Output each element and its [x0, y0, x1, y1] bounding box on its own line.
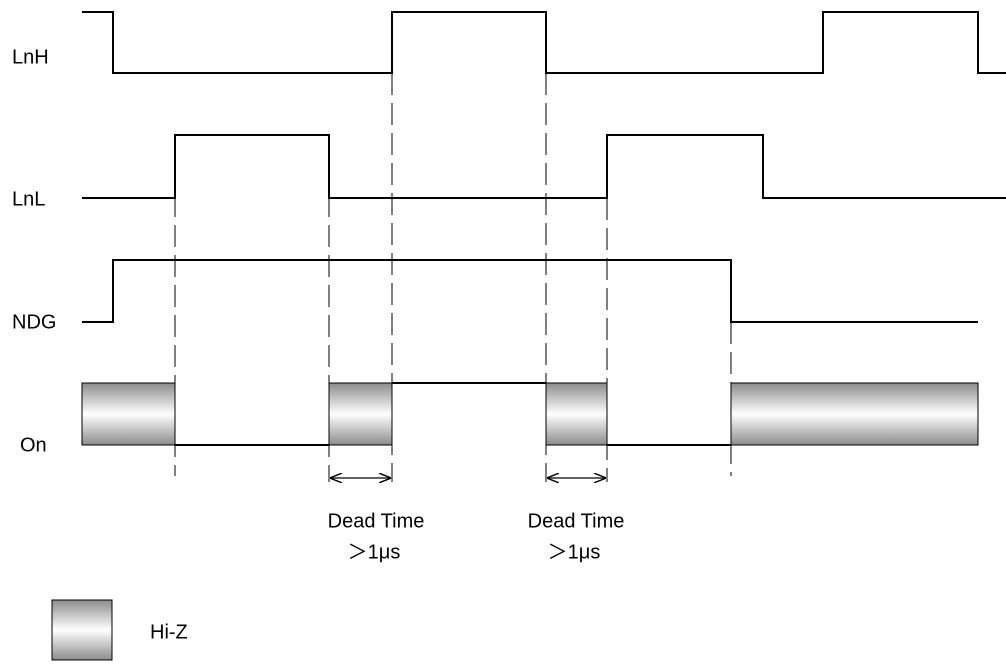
- ndg-wave: [82, 259, 978, 323]
- signal-label: LnL: [12, 188, 45, 210]
- hiz-block: [81, 382, 176, 446]
- annotation-detail: ＞1μs: [548, 541, 601, 563]
- lnl-wave: [82, 134, 1006, 199]
- hiz-block: [545, 382, 608, 446]
- annotation-title: Dead Time: [528, 510, 625, 532]
- lnh-wave: [82, 11, 1006, 74]
- signal-label: On: [20, 434, 47, 456]
- legend-swatch: [51, 599, 113, 661]
- annotation-title: Dead Time: [328, 510, 425, 532]
- hiz-block: [328, 382, 393, 446]
- signal-label: LnH: [12, 46, 49, 68]
- signal-label: NDG: [12, 311, 56, 333]
- hiz-block: [730, 382, 979, 446]
- on-wave: [175, 382, 731, 446]
- annotation-detail: ＞1μs: [348, 541, 401, 563]
- legend-label: Hi-Z: [150, 621, 188, 643]
